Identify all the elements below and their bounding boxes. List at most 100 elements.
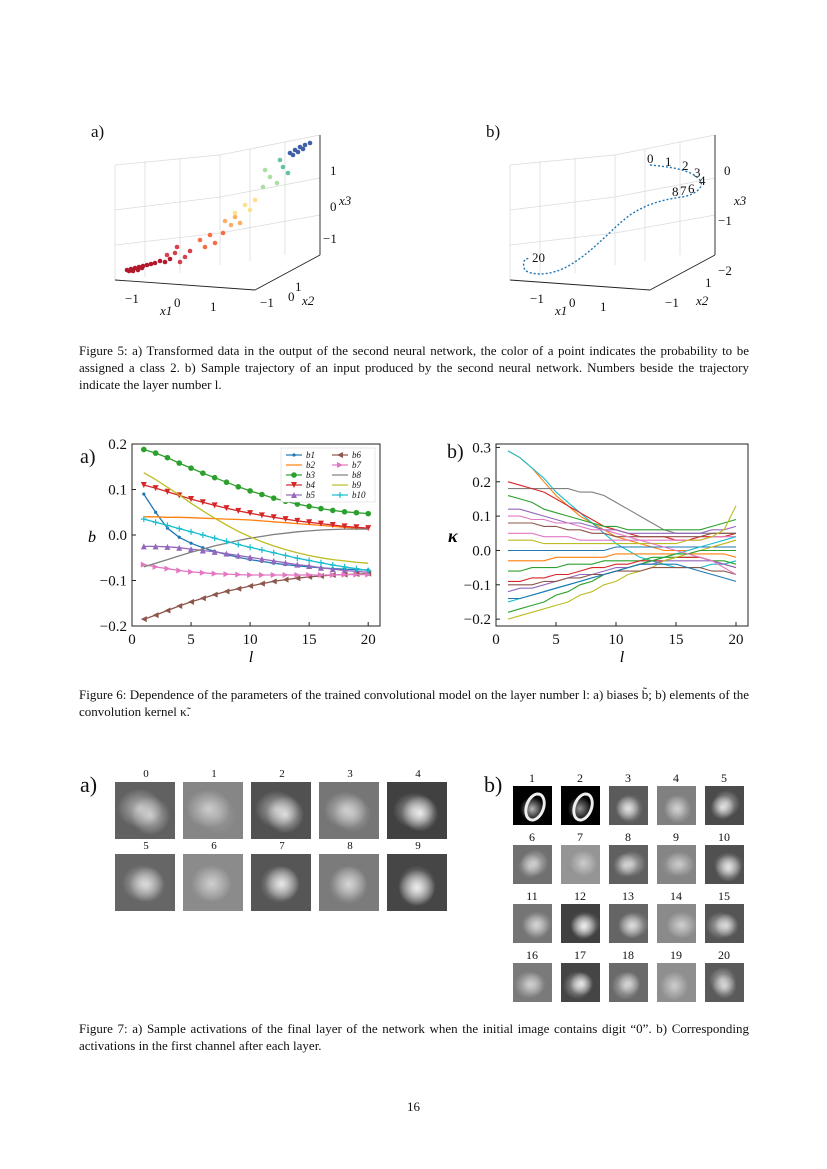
fig5a-x3-label: x3 bbox=[338, 193, 352, 208]
series-line-19 bbox=[508, 515, 737, 575]
fig7a-thumb-label: 8 bbox=[347, 840, 353, 852]
chart-point bbox=[365, 525, 372, 532]
activation-thumbnail bbox=[561, 786, 600, 825]
page-number: 16 bbox=[407, 1099, 420, 1114]
chart-point bbox=[258, 572, 265, 579]
chart-point bbox=[317, 520, 324, 527]
x-tick-label: 0 bbox=[128, 632, 136, 648]
series-line-8 bbox=[143, 528, 369, 568]
y-tick-label: 0.1 bbox=[472, 509, 491, 525]
chart-point bbox=[341, 571, 348, 578]
chart-point bbox=[270, 557, 277, 564]
activation-thumbnail bbox=[609, 904, 648, 943]
chart-point bbox=[177, 535, 181, 539]
chart-point bbox=[247, 572, 254, 579]
x-tick-label: 20 bbox=[729, 632, 744, 648]
activation-thumbnail bbox=[387, 854, 447, 911]
fig5b-layer-label: 7 bbox=[680, 183, 687, 198]
series-line-16 bbox=[507, 539, 737, 620]
chart-point bbox=[141, 446, 147, 453]
series-line-3 bbox=[508, 488, 736, 534]
fig5a-x2-tick: 0 bbox=[288, 289, 295, 304]
chart-point bbox=[176, 544, 183, 551]
chart-point bbox=[353, 571, 360, 578]
fig7a-thumb-label: 7 bbox=[279, 840, 285, 852]
activation-thumbnail bbox=[561, 904, 600, 943]
fig7a-thumb-label: 6 bbox=[211, 840, 217, 852]
chart-point bbox=[306, 503, 312, 510]
chart-point bbox=[200, 470, 206, 476]
activation-thumbnail bbox=[609, 963, 648, 1002]
chart-point bbox=[329, 566, 336, 573]
chart-point bbox=[306, 572, 313, 579]
chart-point bbox=[164, 607, 171, 614]
fig5a-x1-tick: −1 bbox=[125, 291, 139, 306]
fig5a-x3-tick: −1 bbox=[323, 231, 337, 246]
chart-point bbox=[152, 450, 159, 456]
fig7b-thumb-label: 18 bbox=[622, 948, 634, 962]
chart-point bbox=[258, 556, 265, 563]
x-tick-label: 15 bbox=[302, 632, 317, 648]
fig5a-x1-label: x1 bbox=[159, 303, 172, 318]
chart-point bbox=[211, 502, 218, 509]
chart-point bbox=[306, 519, 313, 526]
fig7a-thumb-label: 0 bbox=[143, 768, 149, 780]
fig7b-thumb-label: 9 bbox=[673, 830, 679, 844]
chart-point bbox=[199, 499, 206, 506]
chart-point bbox=[294, 501, 301, 507]
x-tick-label: 20 bbox=[361, 632, 376, 648]
activation-thumbnail bbox=[609, 786, 648, 825]
chart-point bbox=[154, 510, 158, 514]
chart-point bbox=[176, 567, 183, 574]
activation-thumbnail bbox=[561, 845, 600, 884]
chart-point bbox=[247, 510, 254, 517]
fig5b-layer-label: 3 bbox=[694, 165, 701, 180]
activation-thumbnail bbox=[319, 854, 379, 911]
activation-thumbnail bbox=[609, 845, 648, 884]
legend-label: b5 bbox=[306, 490, 316, 500]
y-tick-label: −0.2 bbox=[464, 612, 491, 628]
y-tick-label: 0.2 bbox=[472, 475, 491, 491]
chart-point bbox=[329, 507, 336, 514]
chart-point bbox=[329, 572, 336, 579]
chart-point bbox=[337, 462, 343, 468]
fig5a-x1-tick: 1 bbox=[210, 299, 217, 314]
fig5a-x2-tick: −1 bbox=[260, 295, 274, 310]
fig5-panel-a-letter: a) bbox=[91, 122, 105, 141]
fig7a-thumb-label: 9 bbox=[415, 840, 421, 852]
chart-point bbox=[365, 510, 371, 517]
series-line-9 bbox=[143, 472, 369, 564]
fig5b-x3-tick: 0 bbox=[724, 163, 731, 178]
chart-point bbox=[211, 591, 218, 598]
fig7b-thumb-label: 6 bbox=[529, 830, 535, 844]
chart-point bbox=[282, 572, 289, 579]
chart-point bbox=[258, 580, 265, 587]
fig5-caption: Figure 5: a) Transformed data in the out… bbox=[79, 343, 749, 392]
digit-zero-shape bbox=[520, 789, 551, 825]
chart-point bbox=[247, 488, 253, 494]
chart-point bbox=[306, 562, 313, 569]
fig6b-xlabel: l bbox=[620, 649, 625, 666]
fig5b-layer-label: 20 bbox=[532, 250, 545, 265]
fig6b-ylabel: κ bbox=[448, 526, 458, 546]
x-tick-label: 10 bbox=[243, 632, 258, 648]
activation-thumbnail bbox=[513, 845, 552, 884]
fig5a-x2-tick: 1 bbox=[295, 279, 302, 294]
fig7b-thumb-label: 14 bbox=[670, 889, 682, 903]
series-line-10 bbox=[508, 546, 736, 552]
y-tick-label: 0.0 bbox=[108, 528, 127, 544]
activation-thumbnail bbox=[705, 963, 744, 1002]
chart-point bbox=[235, 552, 242, 559]
fig7b-thumb-label: 2 bbox=[577, 771, 583, 785]
chart-point bbox=[188, 546, 195, 553]
chart-point bbox=[188, 496, 195, 503]
x-tick-label: 15 bbox=[669, 632, 684, 648]
fig7b-thumb-label: 20 bbox=[718, 948, 730, 962]
x-tick-label: 5 bbox=[187, 632, 195, 648]
legend-label: b10 bbox=[352, 490, 366, 500]
fig5b-layer-label: 8 bbox=[672, 184, 679, 199]
series-line-11 bbox=[508, 553, 737, 562]
legend-label: b7 bbox=[352, 460, 362, 470]
chart-point bbox=[291, 492, 297, 498]
chart-point bbox=[188, 568, 195, 575]
